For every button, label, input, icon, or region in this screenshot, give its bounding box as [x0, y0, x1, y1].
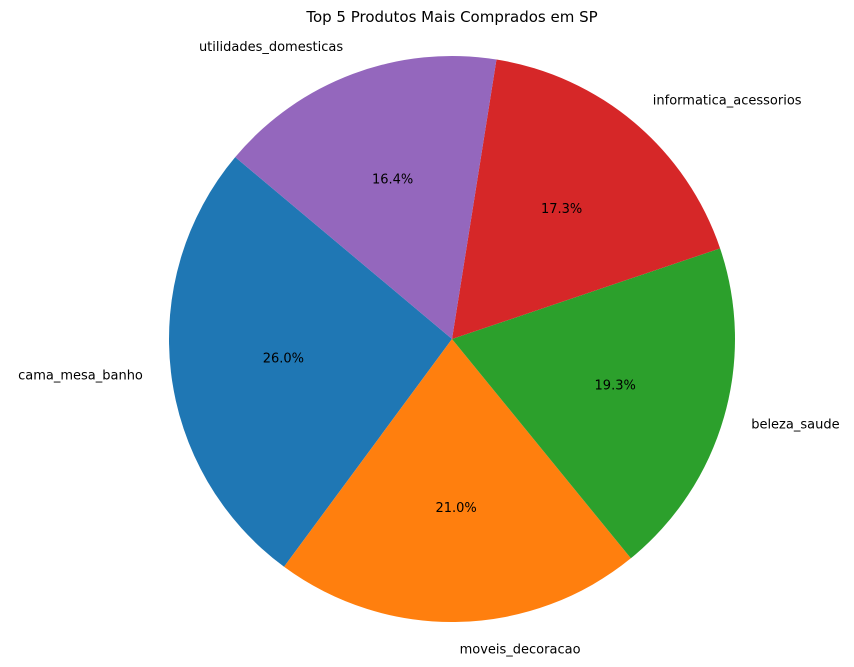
- slice-category-label: moveis_decoracao: [460, 643, 581, 658]
- slice-percent-label: 19.3%: [595, 379, 636, 394]
- slice-percent-label: 26.0%: [263, 352, 304, 367]
- slice-category-label: beleza_saude: [751, 418, 839, 433]
- pie-slice-utilidades-domesticas: [235, 56, 497, 339]
- pie-slice-cama-mesa-banho: [169, 157, 452, 567]
- chart-title: Top 5 Produtos Mais Comprados em SP: [305, 8, 597, 26]
- slice-percent-label: 17.3%: [541, 202, 582, 217]
- pie-category-labels: cama_mesa_banho moveis_decoracao beleza_sa…: [18, 40, 839, 658]
- pie-slice-informatica-acessorios: [452, 59, 721, 340]
- pie-percent-labels: 26.0% 21.0% 19.3% 17.3% 16.4%: [263, 172, 636, 516]
- pie-slice-beleza-saude: [452, 248, 735, 559]
- slice-percent-label: 16.4%: [372, 172, 413, 187]
- pie-slice-moveis-decoracao: [284, 339, 631, 622]
- slice-category-label: informatica_acessorios: [653, 94, 802, 109]
- slice-category-label: cama_mesa_banho: [18, 368, 143, 383]
- slice-category-label: utilidades_domesticas: [199, 40, 343, 55]
- slice-percent-label: 21.0%: [435, 501, 476, 516]
- pie-slices: [169, 56, 735, 622]
